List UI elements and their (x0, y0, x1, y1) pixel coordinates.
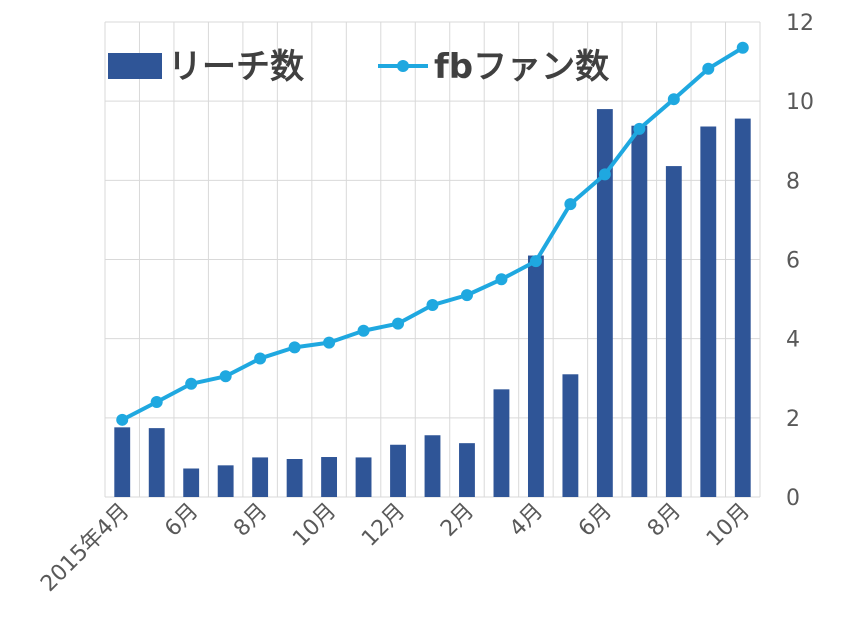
bar (424, 435, 441, 497)
bar (459, 443, 475, 497)
bar (562, 374, 579, 497)
chart-grid (104, 21, 761, 498)
bar (355, 457, 372, 497)
x-tick-label: 2月 (436, 499, 479, 542)
legend-line-label: fbファン数 (434, 47, 609, 87)
x-tick-label: 6月 (574, 499, 617, 542)
bar (596, 109, 613, 497)
y-tick-label: 0 (786, 486, 800, 511)
line-point (667, 93, 680, 106)
line-point (357, 324, 370, 337)
bar (527, 255, 544, 497)
bar (665, 166, 682, 498)
line-point (426, 299, 439, 312)
bar (217, 465, 234, 497)
x-tick-label: 8月 (229, 499, 272, 542)
x-tick-label: 12月 (357, 499, 410, 552)
line-point (254, 352, 267, 365)
legend-line-marker (397, 60, 409, 72)
bar (148, 428, 165, 497)
bar (286, 459, 303, 497)
bar (734, 118, 751, 497)
x-tick-label: 8月 (643, 499, 686, 542)
y-tick-label: 12 (786, 11, 814, 36)
bar (390, 444, 406, 497)
line-point (392, 317, 405, 330)
x-tick-label: 10月 (288, 499, 341, 552)
bar (631, 125, 648, 497)
legend: リーチ数 fbファン数 (108, 47, 609, 87)
bar (114, 427, 131, 497)
right-axis-ticks: 0 2 4 6 8 10 12 (786, 11, 814, 511)
x-tick-label: 6月 (160, 499, 203, 542)
line-point (460, 289, 473, 302)
x-tick-label: 4月 (505, 499, 548, 542)
x-tick-label: 2015年4月 (36, 499, 134, 597)
x-axis-ticks: 2015年4月 6月 8月 10月 12月 2月 4月 6月 8月 10月 (36, 499, 755, 597)
line-point (116, 413, 129, 426)
y-tick-label: 10 (786, 90, 814, 115)
legend-bar-label: リーチ数 (168, 47, 304, 87)
bar (700, 126, 717, 497)
line-point (702, 62, 715, 75)
bar (321, 457, 338, 497)
line-path (121, 46, 744, 422)
legend-bar-swatch (108, 53, 162, 79)
y-tick-label: 4 (786, 328, 800, 353)
bar (183, 468, 200, 497)
line-series (116, 41, 749, 426)
line-point (495, 273, 508, 286)
line-point (323, 336, 336, 349)
y-tick-label: 8 (786, 169, 800, 194)
bar-series (114, 109, 751, 498)
bar (493, 389, 510, 497)
line-point (564, 198, 577, 211)
line-point (288, 341, 301, 354)
y-tick-label: 6 (786, 249, 800, 274)
line-point (736, 41, 749, 54)
x-tick-label: 10月 (702, 499, 755, 552)
line-point (219, 370, 232, 383)
bar (252, 457, 269, 497)
line-point (633, 122, 646, 135)
line-point (598, 168, 611, 181)
line-point (150, 396, 163, 408)
line-point (185, 377, 198, 390)
line-point (529, 255, 542, 268)
y-tick-label: 2 (786, 407, 800, 432)
